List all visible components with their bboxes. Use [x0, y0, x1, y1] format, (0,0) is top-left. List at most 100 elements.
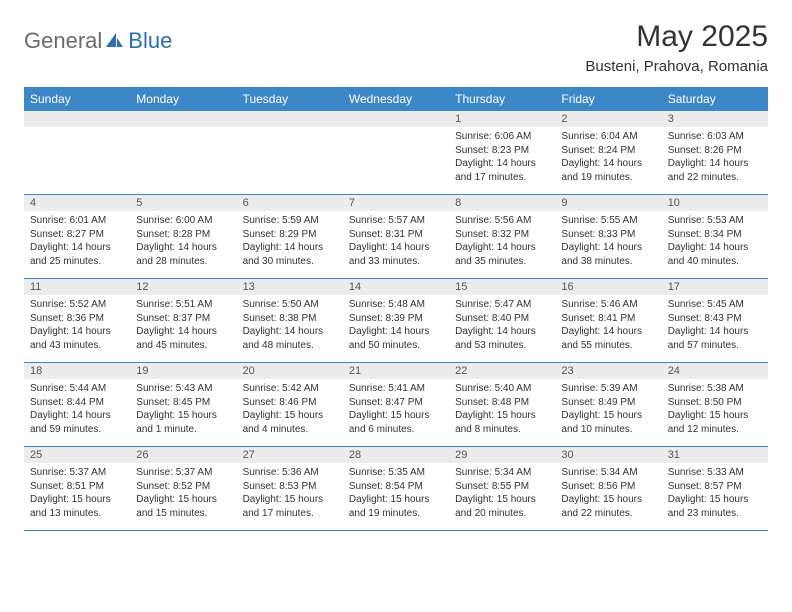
- sunset-text: Sunset: 8:27 PM: [30, 228, 124, 242]
- day-header: Friday: [555, 87, 661, 111]
- day-body: Sunrise: 5:55 AMSunset: 8:33 PMDaylight:…: [555, 211, 661, 278]
- calendar-day-cell: 7Sunrise: 5:57 AMSunset: 8:31 PMDaylight…: [343, 195, 449, 279]
- day-number: 8: [449, 195, 555, 211]
- sunset-text: Sunset: 8:37 PM: [136, 312, 230, 326]
- sunrise-text: Sunrise: 6:06 AM: [455, 130, 549, 144]
- day-number: 19: [130, 363, 236, 379]
- day-body: Sunrise: 5:44 AMSunset: 8:44 PMDaylight:…: [24, 379, 130, 446]
- sunrise-text: Sunrise: 5:45 AM: [668, 298, 762, 312]
- calendar-day-cell: 10Sunrise: 5:53 AMSunset: 8:34 PMDayligh…: [662, 195, 768, 279]
- calendar-day-cell: 2Sunrise: 6:04 AMSunset: 8:24 PMDaylight…: [555, 111, 661, 195]
- day-number: 14: [343, 279, 449, 295]
- day-body: [24, 127, 130, 189]
- day-number: 25: [24, 447, 130, 463]
- sunrise-text: Sunrise: 5:46 AM: [561, 298, 655, 312]
- daylight-text: Daylight: 14 hours and 43 minutes.: [30, 325, 124, 352]
- daylight-text: Daylight: 15 hours and 12 minutes.: [668, 409, 762, 436]
- calendar-week-row: 4 Sunrise: 6:01 AMSunset: 8:27 PM Daylight…: [24, 195, 768, 279]
- daylight-text: Daylight: 14 hours and 50 minutes.: [349, 325, 443, 352]
- sunrise-text: Sunrise: 5:57 AM: [349, 214, 443, 228]
- sunset-text: Sunset: 8:45 PM: [136, 396, 230, 410]
- day-number: 30: [555, 447, 661, 463]
- day-number: 22: [449, 363, 555, 379]
- sunset-text: Sunset: 8:39 PM: [349, 312, 443, 326]
- sunset-text: Sunset: 8:44 PM: [30, 396, 124, 410]
- sunrise-text: Sunrise: 5:38 AM: [668, 382, 762, 396]
- day-number: [343, 111, 449, 127]
- day-number: 4: [24, 195, 130, 211]
- calendar-day-cell: [237, 111, 343, 195]
- calendar-day-cell: 1Sunrise: 6:06 AMSunset: 8:23 PMDaylight…: [449, 111, 555, 195]
- sunrise-text: Sunrise: 6:00 AM: [136, 214, 230, 228]
- calendar-day-cell: [343, 111, 449, 195]
- logo-sail-icon: [104, 31, 124, 51]
- calendar-day-cell: 16Sunrise: 5:46 AMSunset: 8:41 PMDayligh…: [555, 279, 661, 363]
- calendar-day-cell: [130, 111, 236, 195]
- day-number: [130, 111, 236, 127]
- day-body: [343, 127, 449, 189]
- calendar-day-cell: 5Sunrise: 6:00 AMSunset: 8:28 PMDaylight…: [130, 195, 236, 279]
- calendar-week-row: 11Sunrise: 5:52 AMSunset: 8:36 PMDayligh…: [24, 279, 768, 363]
- sunset-text: Sunset: 8:51 PM: [30, 480, 124, 494]
- day-body: Sunrise: 5:57 AMSunset: 8:31 PMDaylight:…: [343, 211, 449, 278]
- sunrise-text: Sunrise: 5:37 AM: [136, 466, 230, 480]
- day-body: Sunrise: 6:00 AMSunset: 8:28 PMDaylight:…: [130, 211, 236, 278]
- day-number: 11: [24, 279, 130, 295]
- calendar-week-row: 18Sunrise: 5:44 AMSunset: 8:44 PMDayligh…: [24, 363, 768, 447]
- sunset-text: Sunset: 8:43 PM: [668, 312, 762, 326]
- sunrise-text: Sunrise: 5:34 AM: [561, 466, 655, 480]
- day-body: Sunrise: 5:37 AMSunset: 8:51 PMDaylight:…: [24, 463, 130, 530]
- day-body: Sunrise: 5:48 AMSunset: 8:39 PMDaylight:…: [343, 295, 449, 362]
- day-number: 16: [555, 279, 661, 295]
- sunrise-text: Sunrise: 5:48 AM: [349, 298, 443, 312]
- daylight-text: Daylight: 15 hours and 8 minutes.: [455, 409, 549, 436]
- day-body: Sunrise: 5:50 AMSunset: 8:38 PMDaylight:…: [237, 295, 343, 362]
- sunset-text: Sunset: 8:29 PM: [243, 228, 337, 242]
- calendar-day-cell: 3Sunrise: 6:03 AMSunset: 8:26 PMDaylight…: [662, 111, 768, 195]
- daylight-text: Daylight: 14 hours and 38 minutes.: [561, 241, 655, 268]
- day-number: [24, 111, 130, 127]
- sunset-text: Sunset: 8:33 PM: [561, 228, 655, 242]
- daylight-text: Daylight: 15 hours and 20 minutes.: [455, 493, 549, 520]
- daylight-text: Daylight: 14 hours and 57 minutes.: [668, 325, 762, 352]
- daylight-text: Daylight: 15 hours and 1 minute.: [136, 409, 230, 436]
- day-body: Sunrise: 5:39 AMSunset: 8:49 PMDaylight:…: [555, 379, 661, 446]
- title-block: May 2025 Busteni, Prahova, Romania: [585, 20, 768, 75]
- day-body: Sunrise: 5:34 AMSunset: 8:56 PMDaylight:…: [555, 463, 661, 530]
- sunset-text: Sunset: 8:46 PM: [243, 396, 337, 410]
- calendar-day-cell: 25Sunrise: 5:37 AMSunset: 8:51 PMDayligh…: [24, 447, 130, 531]
- logo-text-general: General: [24, 28, 102, 54]
- sunrise-text: Sunrise: 6:01 AM: [30, 214, 124, 228]
- day-number: 9: [555, 195, 661, 211]
- location-label: Busteni, Prahova, Romania: [585, 58, 768, 75]
- calendar-day-cell: 24Sunrise: 5:38 AMSunset: 8:50 PMDayligh…: [662, 363, 768, 447]
- sunrise-text: Sunrise: 5:35 AM: [349, 466, 443, 480]
- day-number: 28: [343, 447, 449, 463]
- daylight-text: Daylight: 14 hours and 53 minutes.: [455, 325, 549, 352]
- daylight-text: Daylight: 15 hours and 10 minutes.: [561, 409, 655, 436]
- daylight-text: Daylight: 15 hours and 6 minutes.: [349, 409, 443, 436]
- calendar-day-cell: 26Sunrise: 5:37 AMSunset: 8:52 PMDayligh…: [130, 447, 236, 531]
- sunrise-text: Sunrise: 5:55 AM: [561, 214, 655, 228]
- calendar-day-cell: 8Sunrise: 5:56 AMSunset: 8:32 PMDaylight…: [449, 195, 555, 279]
- calendar-page: General Blue May 2025 Busteni, Prahova, …: [0, 0, 792, 551]
- day-number: 31: [662, 447, 768, 463]
- daylight-text: Daylight: 15 hours and 13 minutes.: [30, 493, 124, 520]
- day-body: Sunrise: 5:56 AMSunset: 8:32 PMDaylight:…: [449, 211, 555, 278]
- daylight-text: Daylight: 14 hours and 45 minutes.: [136, 325, 230, 352]
- daylight-text: Daylight: 15 hours and 23 minutes.: [668, 493, 762, 520]
- calendar-day-cell: 6Sunrise: 5:59 AMSunset: 8:29 PMDaylight…: [237, 195, 343, 279]
- sunrise-text: Sunrise: 5:33 AM: [668, 466, 762, 480]
- day-number: 26: [130, 447, 236, 463]
- sunrise-text: Sunrise: 5:39 AM: [561, 382, 655, 396]
- day-header: Wednesday: [343, 87, 449, 111]
- day-body: Sunrise: 5:52 AMSunset: 8:36 PMDaylight:…: [24, 295, 130, 362]
- sunset-text: Sunset: 8:52 PM: [136, 480, 230, 494]
- day-body: Sunrise: 5:42 AMSunset: 8:46 PMDaylight:…: [237, 379, 343, 446]
- sunset-text: Sunset: 8:54 PM: [349, 480, 443, 494]
- daylight-text: Daylight: 14 hours and 55 minutes.: [561, 325, 655, 352]
- sunrise-text: Sunrise: 5:52 AM: [30, 298, 124, 312]
- sunrise-text: Sunrise: 5:44 AM: [30, 382, 124, 396]
- sunset-text: Sunset: 8:55 PM: [455, 480, 549, 494]
- page-header: General Blue May 2025 Busteni, Prahova, …: [24, 20, 768, 75]
